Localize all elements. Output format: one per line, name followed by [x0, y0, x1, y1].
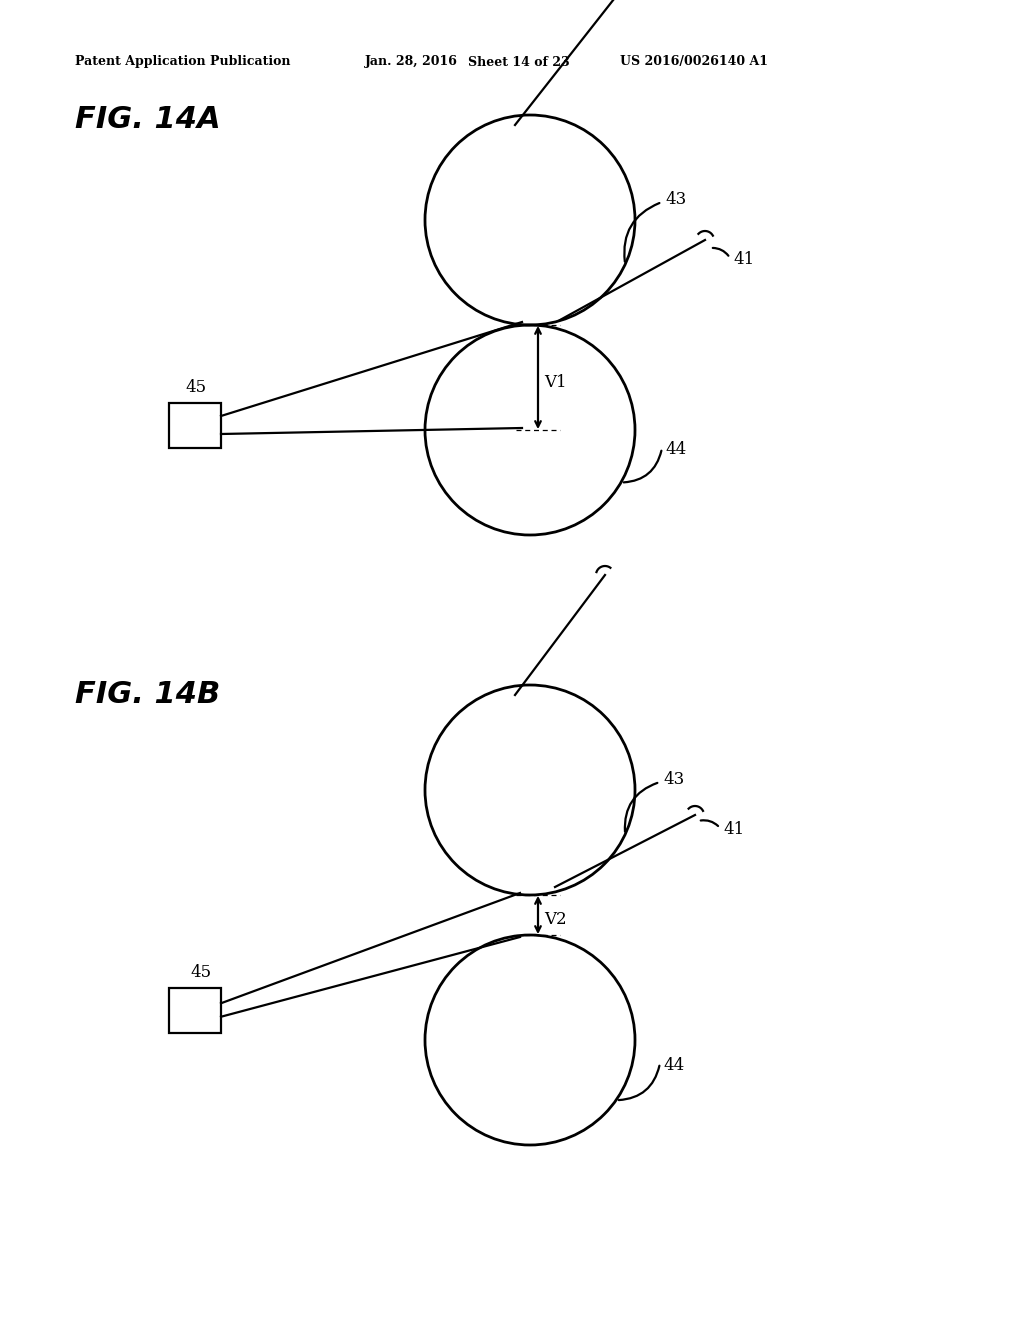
- Text: Jan. 28, 2016: Jan. 28, 2016: [365, 55, 458, 69]
- Text: 41: 41: [733, 252, 755, 268]
- Text: Sheet 14 of 23: Sheet 14 of 23: [468, 55, 569, 69]
- Text: 43: 43: [663, 771, 684, 788]
- Text: FIG. 14A: FIG. 14A: [75, 106, 220, 135]
- Bar: [169, 987, 221, 1032]
- Text: 44: 44: [663, 1056, 684, 1073]
- Text: Patent Application Publication: Patent Application Publication: [75, 55, 291, 69]
- Text: 41: 41: [723, 821, 744, 838]
- Text: V1: V1: [544, 374, 566, 391]
- Text: FIG. 14B: FIG. 14B: [75, 680, 220, 709]
- Text: 44: 44: [665, 441, 686, 458]
- Text: 45: 45: [190, 964, 211, 981]
- Text: 45: 45: [185, 379, 206, 396]
- Bar: [169, 403, 221, 447]
- Text: US 2016/0026140 A1: US 2016/0026140 A1: [620, 55, 768, 69]
- Text: 43: 43: [665, 191, 686, 209]
- Text: V2: V2: [544, 912, 566, 928]
